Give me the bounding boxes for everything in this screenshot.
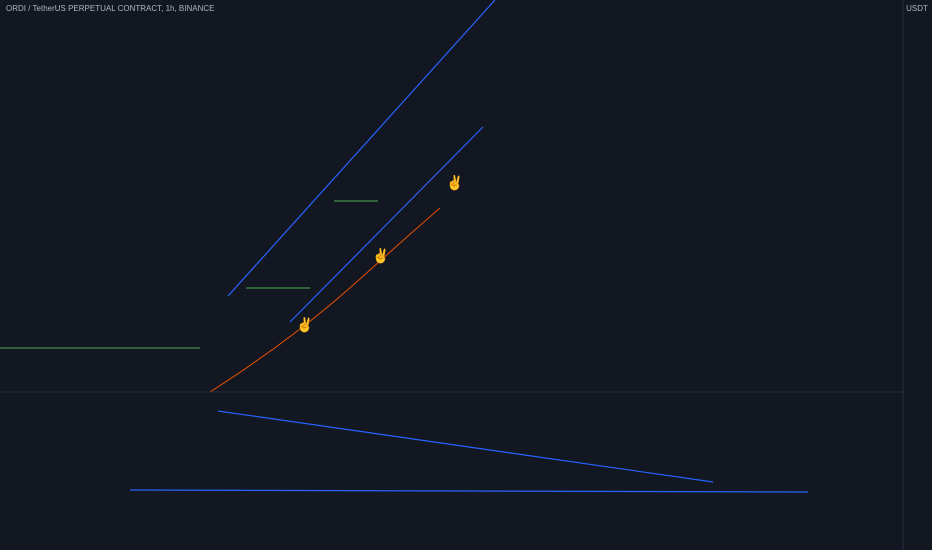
- rsi-trendline: [129, 489, 809, 493]
- channel-lower: [289, 126, 484, 323]
- hand-icon: ✌: [446, 174, 463, 192]
- rsi-trendline: [217, 410, 714, 483]
- currency-label: USDT: [906, 4, 928, 13]
- chart-title: ORDI / TetherUS PERPETUAL CONTRACT, 1h, …: [6, 4, 215, 13]
- moving-average: [209, 207, 441, 393]
- hand-icon: ✌: [296, 316, 313, 334]
- hand-icon: ✌: [372, 247, 389, 265]
- overlay: ✌ ✌ ✌: [0, 0, 496, 393]
- channel-upper: [227, 0, 496, 297]
